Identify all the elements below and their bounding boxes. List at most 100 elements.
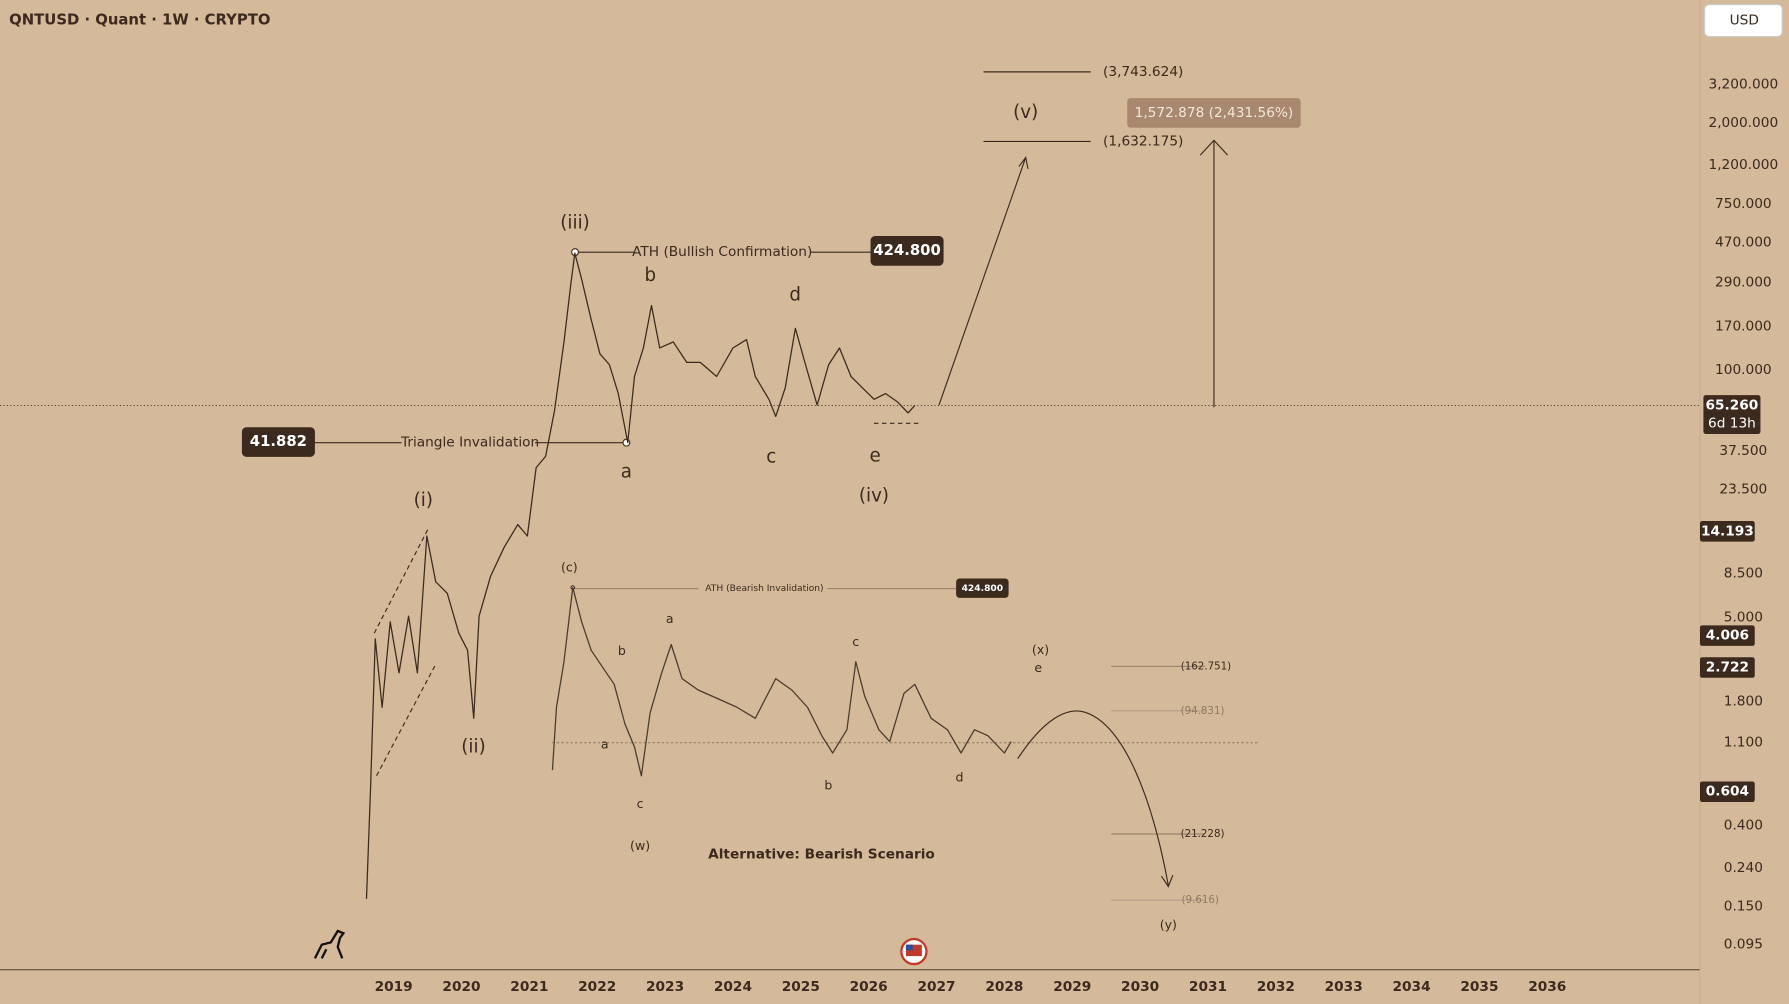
price-marker: [870, 236, 944, 266]
y-tick-label: 0.400: [1724, 818, 1763, 834]
wedge-line: [373, 526, 430, 634]
annotation: (1,632.175): [1103, 133, 1183, 149]
y-tick-label: 170.000: [1715, 318, 1772, 334]
price-line: [551, 586, 1012, 777]
wedge-line: [376, 663, 437, 777]
axis-badge-label: 2.722: [1706, 660, 1749, 676]
last-price-label: 65.260: [1706, 397, 1759, 413]
price-box: [956, 578, 1009, 598]
annotation: e: [1034, 660, 1042, 675]
y-tick-label: 1.800: [1724, 694, 1763, 710]
x-tick-label: 2033: [1325, 979, 1363, 995]
logo[interactable]: [313, 929, 346, 959]
annotation: (162.751): [1181, 660, 1231, 672]
y-tick-label: 2,000.000: [1709, 115, 1779, 131]
annotation: ATH (Bullish Confirmation): [632, 244, 812, 260]
measure-box: [1127, 98, 1301, 128]
annotation: (21.228): [1181, 828, 1225, 840]
y-tick-label: 0.150: [1724, 899, 1763, 915]
x-tick-label: 2024: [714, 979, 752, 995]
annotation: a: [666, 611, 674, 626]
annotation: ATH (Bearish Invalidation): [705, 584, 823, 594]
axis-badge-label: 4.006: [1706, 628, 1749, 644]
x-tick-label: 2034: [1393, 979, 1431, 995]
price-line: [365, 252, 916, 899]
y-tick-label: 290.000: [1715, 274, 1772, 290]
x-tick-label: 2026: [850, 979, 888, 995]
annotation: 424.800: [962, 584, 1004, 594]
annotation: c: [637, 796, 644, 811]
annotation: a: [621, 461, 632, 482]
event-flag: [905, 944, 922, 957]
axis-badge-label: 0.604: [1706, 784, 1749, 800]
annotation: c: [766, 447, 776, 468]
annotation: b: [618, 643, 626, 658]
axis-badge: [1699, 781, 1755, 803]
bearish-curve: [1017, 710, 1169, 886]
y-tick-label: 0.095: [1724, 936, 1763, 952]
x-tick-label: 2029: [1053, 979, 1091, 995]
y-tick-label: 1.100: [1724, 734, 1763, 750]
annotation: (ii): [461, 736, 485, 757]
y-tick-label: 37.500: [1719, 443, 1767, 459]
x-tick-label: 2031: [1189, 979, 1227, 995]
x-tick-label: 2032: [1257, 979, 1295, 995]
x-tick-label: 2030: [1121, 979, 1159, 995]
y-tick-label: 0.240: [1724, 860, 1763, 876]
annotation: c: [852, 634, 859, 649]
axis-badge: [1699, 657, 1755, 678]
y-tick-label: 23.500: [1719, 482, 1767, 498]
annotation: d: [789, 284, 801, 305]
drawings: [312, 71, 1301, 966]
last-price-badge: [1703, 395, 1761, 434]
y-tick-label: 470.000: [1715, 235, 1772, 251]
arrow-head: [1018, 156, 1029, 169]
x-tick-label: 2036: [1528, 979, 1566, 995]
annotation: a: [601, 737, 609, 752]
annotation: (y): [1160, 917, 1177, 932]
x-tick-label: 2027: [917, 979, 955, 995]
x-tick-label: 2035: [1460, 979, 1498, 995]
price-marker-label: 424.800: [873, 242, 941, 259]
symbol-title: QNTUSD · Quant · 1W · CRYPTO: [9, 12, 270, 29]
x-tick-label: 2028: [985, 979, 1023, 995]
annotation: d: [956, 770, 964, 785]
y-tick-label: 8.500: [1724, 566, 1763, 582]
annotation: (v): [1013, 102, 1038, 123]
annotation: 1,572.878 (2,431.56%): [1135, 105, 1294, 121]
annotation: (x): [1032, 642, 1049, 657]
annotation: (iii): [560, 213, 589, 234]
annotation: Triangle Invalidation: [400, 435, 539, 451]
annotation: e: [869, 445, 880, 466]
axis-badge: [1699, 521, 1755, 542]
arrow-head: [1199, 139, 1229, 156]
annotation: b: [824, 778, 832, 793]
y-tick-label: 750.000: [1715, 196, 1772, 212]
event-flag-canton: [905, 944, 913, 951]
annotation: b: [645, 265, 657, 286]
projection-line: [938, 157, 1027, 406]
annotation: (94.831): [1181, 705, 1225, 717]
y-tick-label: 100.000: [1715, 362, 1772, 378]
annotation: (c): [561, 560, 578, 575]
x-tick-label: 2022: [578, 979, 616, 995]
countdown-label: 6d 13h: [1708, 416, 1756, 432]
currency-button[interactable]: [1703, 3, 1783, 38]
axis-badge: [1699, 625, 1755, 646]
price-marker: [241, 427, 315, 457]
price-marker-label: 41.882: [250, 433, 307, 450]
annotation: Alternative: Bearish Scenario: [708, 847, 935, 863]
annotation: (i): [414, 490, 433, 511]
x-tick-label: 2023: [646, 979, 684, 995]
annotation: (iv): [859, 485, 889, 506]
axis-badge-label: 14.193: [1701, 523, 1754, 539]
annotation: (3,743.624): [1103, 64, 1183, 80]
annotation: (9.616): [1182, 894, 1219, 906]
x-tick-label: 2019: [375, 979, 413, 995]
arrow-head: [1160, 874, 1174, 888]
y-tick-label: 5.000: [1724, 609, 1763, 625]
currency-label[interactable]: USD: [1730, 13, 1759, 29]
y-tick-label: 3,200.000: [1709, 76, 1779, 92]
